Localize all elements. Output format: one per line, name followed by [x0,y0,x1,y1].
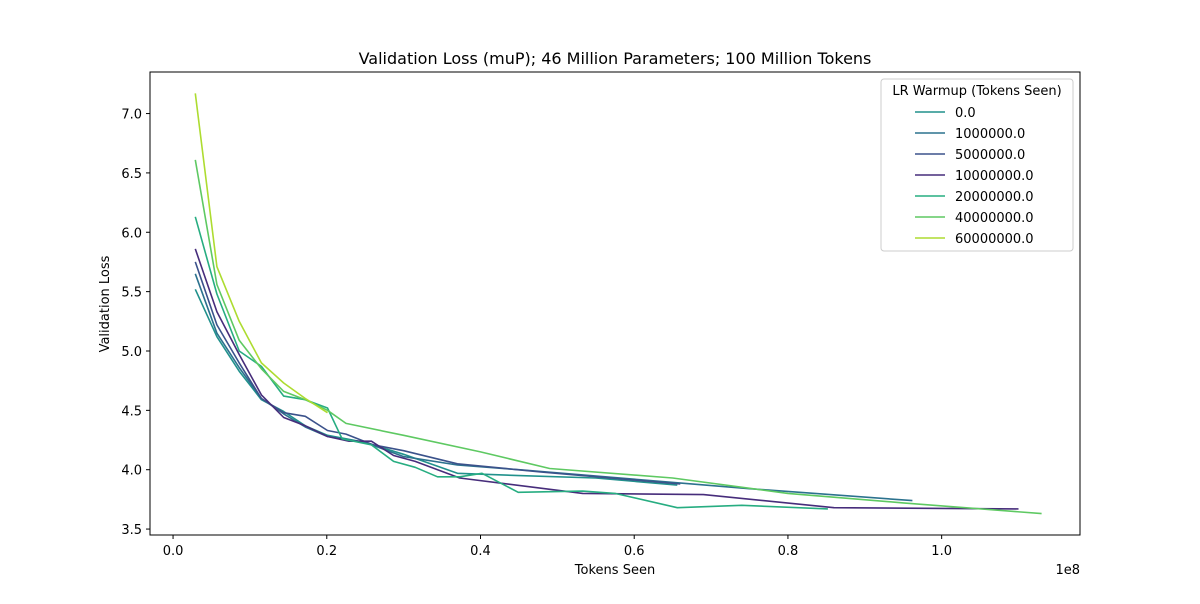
legend-label-4: 20000000.0 [955,190,1034,205]
y-tick-label: 7.0 [121,108,142,123]
legend-label-5: 40000000.0 [955,211,1034,226]
legend-title: LR Warmup (Tokens Seen) [892,84,1061,99]
legend: LR Warmup (Tokens Seen) 0.0 1000000.0 5000… [880,78,1074,252]
x-axis: 0.0 0.2 0.4 0.6 0.8 1.0 [163,535,952,559]
series-layer [194,93,1042,515]
series-line-3 [194,248,1019,510]
series-line-2 [194,261,681,485]
y-tick-label: 4.5 [121,404,142,419]
legend-box [880,78,1074,252]
y-tick-label: 6.5 [121,167,142,182]
x-tick-label: 0.8 [778,544,799,559]
x-tick-label: 0.4 [470,544,491,559]
y-tick-label: 5.5 [121,286,142,301]
x-tick-label: 0.0 [163,544,184,559]
legend-label-1: 1000000.0 [955,127,1025,142]
x-axis-offset-label: 1e8 [1055,563,1080,578]
x-tick-label: 1.0 [931,544,952,559]
y-axis: 3.5 4.0 4.5 5.0 5.5 6.0 6.5 7.0 [121,108,150,538]
x-tick-label: 0.6 [624,544,645,559]
plot-frame [149,71,1081,536]
y-tick-label: 4.0 [121,464,142,479]
series-line-6 [194,93,328,414]
series-line-0 [194,288,678,486]
chart-title: Validation Loss (muP); 46 Million Parame… [359,49,872,68]
legend-label-2: 5000000.0 [955,148,1025,163]
y-tick-label: 5.0 [121,345,142,360]
y-axis-label: Validation Loss [98,255,113,352]
series-line-4 [194,216,828,510]
y-tick-label: 3.5 [121,523,142,538]
x-tick-label: 0.2 [316,544,337,559]
legend-label-0: 0.0 [955,106,976,121]
legend-items: 0.0 1000000.0 5000000.0 10000000.0 20000000.… [915,106,1034,247]
series-line-5 [194,159,1042,515]
x-axis-label: Tokens Seen [574,563,655,578]
y-tick-label: 6.0 [121,226,142,241]
legend-label-3: 10000000.0 [955,169,1034,184]
legend-label-6: 60000000.0 [955,232,1034,247]
